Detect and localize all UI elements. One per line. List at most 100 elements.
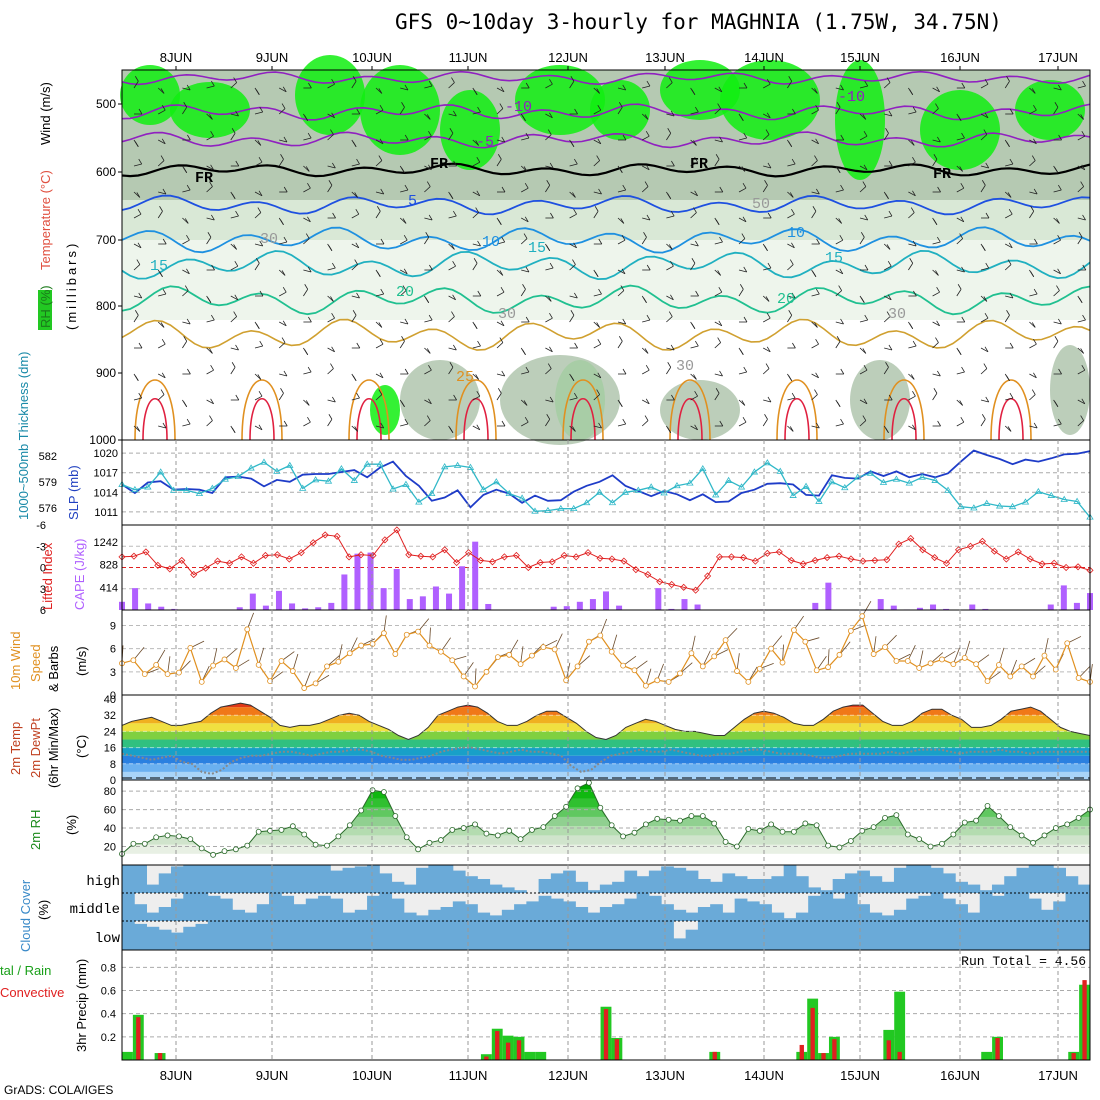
cloud-bar: [501, 909, 515, 921]
wind-barb: [1044, 638, 1049, 656]
rh-band: [122, 835, 1090, 845]
li-point: [309, 539, 317, 547]
wind-point: [916, 665, 923, 671]
wind-point: [939, 656, 945, 663]
slp-point: [402, 480, 410, 487]
li-point: [237, 553, 246, 561]
cloud-bar: [869, 921, 883, 950]
rh-legend-swatch: [38, 290, 52, 330]
wind-point: [620, 662, 626, 669]
cloud-bar: [636, 876, 650, 893]
cape-bar: [485, 603, 492, 610]
wind-tick-label: 9: [110, 620, 116, 632]
cloud-bar: [183, 926, 197, 950]
cape-bar: [694, 604, 701, 610]
rh-point: [403, 834, 410, 841]
y-tick-label: 1000: [89, 433, 116, 447]
cloud-bar: [220, 898, 233, 921]
cloud-bar: [808, 887, 821, 893]
cloud-bar: [232, 909, 246, 921]
rh-point: [893, 812, 900, 819]
cloud-bar: [563, 901, 576, 921]
precip-panel: [122, 966, 1090, 1060]
wind-barb: [258, 647, 265, 665]
rh-point: [904, 831, 911, 838]
cloud-bar: [1065, 876, 1079, 893]
rh-point: [449, 826, 456, 833]
cloud-bar: [771, 912, 785, 921]
rh-mid-blob: [1050, 345, 1090, 435]
temp-tick-label: 0: [110, 775, 116, 787]
contour-label: 30: [888, 306, 906, 323]
wind-barb: [212, 648, 218, 666]
rh-point: [483, 830, 490, 837]
slp-point: [828, 478, 836, 485]
cloud-bar: [881, 915, 895, 921]
thickness-slp-panel: [118, 449, 1094, 520]
cape-bar: [825, 582, 832, 610]
cloud-layer-label: high: [86, 874, 120, 890]
wind-barb: [998, 647, 1005, 665]
temp-band: [122, 763, 1090, 772]
slp-point: [995, 502, 1004, 509]
cloud-bar: [722, 921, 736, 950]
li-point: [596, 554, 604, 562]
li-point: [644, 571, 652, 579]
precip-label-rain: tal / Rain: [0, 963, 51, 978]
wind-point: [403, 631, 410, 638]
slp-point: [298, 484, 307, 491]
li-point: [273, 551, 281, 559]
rh-band: [122, 782, 1090, 790]
day-label-bottom: 15JUN: [840, 1068, 880, 1083]
cape-bar: [393, 569, 400, 610]
rh-point: [141, 840, 148, 847]
temp-contour-25: [776, 379, 818, 441]
wind-point: [244, 626, 251, 633]
cloud-bar: [330, 921, 344, 950]
cape-tick-label: 1242: [94, 537, 118, 549]
wind-axis-label-3: & Barbs: [46, 645, 61, 692]
wind-point: [973, 661, 980, 667]
rh-point: [711, 820, 718, 827]
convective-bar: [495, 1031, 500, 1060]
slp-point: [892, 475, 901, 482]
cloud-bar: [550, 873, 564, 893]
day-label-bottom: 16JUN: [940, 1068, 980, 1083]
li-point: [775, 548, 783, 556]
cape-bar: [262, 605, 269, 610]
slp-point: [647, 483, 655, 490]
slp-point: [505, 489, 513, 497]
cloud-bar: [563, 921, 576, 950]
slp-point: [608, 498, 617, 506]
cloud-bar: [575, 921, 589, 950]
li-point: [393, 526, 401, 534]
cloud-bar: [1077, 921, 1091, 950]
temp-band: [122, 747, 1090, 756]
cloud-bar: [122, 865, 135, 893]
cloud-bar: [501, 887, 515, 893]
cloud-bar: [146, 926, 160, 950]
slp-point: [879, 478, 888, 485]
cloud-bar: [207, 865, 221, 893]
li-point: [883, 556, 891, 564]
rh-point: [255, 828, 262, 835]
rh-point: [232, 846, 239, 853]
wind-point: [198, 678, 205, 685]
rh-point: [267, 827, 273, 834]
slp-point: [350, 476, 359, 483]
rh-mid-blob: [850, 360, 910, 440]
rain-bar: [981, 1051, 993, 1060]
temp-contour-25: [455, 379, 497, 441]
cloud-bar: [379, 893, 393, 921]
temp-contour: [121, 103, 1091, 121]
cape-bar: [145, 603, 152, 610]
wind-point: [449, 657, 456, 664]
cloud-bar: [722, 912, 736, 921]
cloud-bar: [1028, 865, 1042, 893]
cloud-bar: [771, 876, 785, 893]
cloud-bar: [624, 921, 638, 950]
cloud-bar: [342, 867, 356, 893]
cloud-bar: [256, 865, 270, 893]
wind-barb: [349, 637, 358, 654]
day-label-bottom: 12JUN: [548, 1068, 588, 1083]
